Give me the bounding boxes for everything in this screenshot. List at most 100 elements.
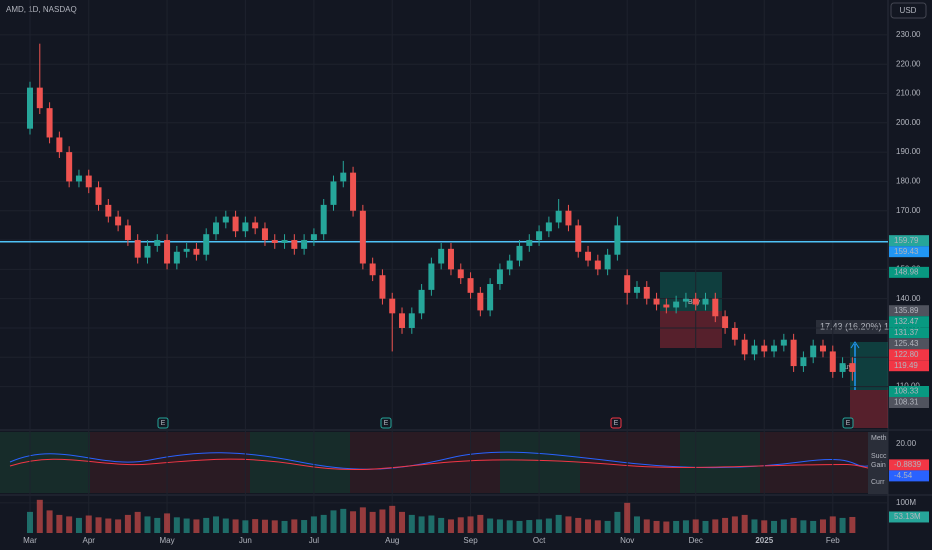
volume-bar xyxy=(643,519,650,533)
volume-bar xyxy=(771,520,778,533)
y-tick-label: 190.00 xyxy=(896,147,921,156)
indicator-shading xyxy=(0,432,868,493)
candle-body xyxy=(702,298,709,305)
candle-body xyxy=(692,298,699,305)
volume-bar xyxy=(46,510,53,533)
volume-bar xyxy=(213,516,220,533)
price-tag-label: 131.37 xyxy=(894,328,919,337)
candle-body xyxy=(545,222,552,232)
volume-bar xyxy=(555,514,562,533)
candle-body xyxy=(340,172,347,182)
candle-body xyxy=(467,278,474,293)
earnings-marker xyxy=(157,417,169,429)
legend-panel xyxy=(868,432,888,494)
candle-body xyxy=(379,275,386,299)
candle-body xyxy=(819,345,826,352)
volume-bar xyxy=(56,514,63,533)
candle-body xyxy=(780,339,787,346)
currency-button[interactable] xyxy=(890,2,927,19)
volume-bar xyxy=(350,511,357,533)
price-tag xyxy=(889,305,929,317)
price-tag-label: 108.33 xyxy=(894,387,919,396)
candle-body xyxy=(144,245,151,258)
candle-body xyxy=(232,216,239,232)
volume-bar xyxy=(359,507,366,533)
candle-body xyxy=(173,251,180,264)
price-tag-label: 122.80 xyxy=(894,350,919,359)
volume-bar xyxy=(447,519,454,533)
candle-body xyxy=(95,187,102,205)
candle-body xyxy=(663,304,670,308)
volume-bar xyxy=(252,519,259,533)
candle-body xyxy=(242,222,249,232)
volume-bar xyxy=(712,519,719,533)
volume-bar xyxy=(399,511,406,533)
y-tick-label: 230.00 xyxy=(896,30,921,39)
candle-body xyxy=(526,240,533,246)
price-tag-label: 159.43 xyxy=(894,247,919,256)
candle-body xyxy=(399,313,406,328)
volume-bar xyxy=(144,516,151,533)
candle-body xyxy=(408,313,415,328)
candle-body xyxy=(134,240,141,258)
y-tick-label: 220.00 xyxy=(896,59,921,68)
volume-bar xyxy=(604,520,611,533)
candle-body xyxy=(477,292,484,311)
candle-body xyxy=(56,137,63,153)
volume-bar xyxy=(741,514,748,533)
volume-bar xyxy=(516,520,523,533)
candle-body xyxy=(36,87,43,109)
volume-bar xyxy=(428,515,435,533)
earnings-marker xyxy=(842,417,854,429)
price-tag xyxy=(889,235,929,247)
candle-body xyxy=(105,204,112,217)
candle-body xyxy=(271,240,278,243)
candle-body xyxy=(594,260,601,270)
candle-body xyxy=(555,210,562,223)
volume-bar xyxy=(222,518,229,533)
candle-body xyxy=(389,298,396,314)
target-zone xyxy=(660,272,722,311)
legend-label: Gain xyxy=(871,462,886,469)
candle-body xyxy=(203,234,210,255)
volume-bar xyxy=(682,520,689,533)
volume-bar xyxy=(780,519,787,533)
volume-bar xyxy=(496,519,503,533)
volume-bar xyxy=(203,517,210,533)
x-tick-label: Aug xyxy=(385,536,399,545)
indicator-line xyxy=(9,458,869,471)
volume-bar xyxy=(75,517,82,533)
volume-bar xyxy=(438,517,445,533)
x-tick-label: May xyxy=(159,536,174,545)
target-zone xyxy=(850,342,888,390)
volume-bar xyxy=(95,517,102,533)
candle-body xyxy=(85,175,92,188)
price-tag-label: 119.49 xyxy=(894,361,918,370)
volume-bar xyxy=(330,510,337,533)
volume-bar xyxy=(467,516,474,533)
candle-body xyxy=(673,301,680,308)
volume-bar xyxy=(340,508,347,533)
x-tick-label: Jun xyxy=(239,536,252,545)
candle-body xyxy=(359,210,366,264)
volume-bar xyxy=(692,519,699,533)
y-tick-label: 200.00 xyxy=(896,118,921,127)
volume-bar xyxy=(301,520,308,533)
price-tag xyxy=(889,338,929,350)
volume-bar xyxy=(839,517,846,533)
candle-body xyxy=(849,363,856,372)
price-tag xyxy=(889,360,929,372)
indicator-tag-label: -4.54 xyxy=(894,471,913,480)
candle-body xyxy=(633,286,640,293)
volume-bar xyxy=(183,518,190,533)
volume-bar xyxy=(154,517,161,533)
candle-body xyxy=(741,339,748,355)
price-tag-label: 132.47 xyxy=(894,317,919,326)
x-tick-label: 2025 xyxy=(755,536,773,545)
volume-tag-label: 53.13M xyxy=(894,512,921,521)
candle-body xyxy=(261,228,268,241)
x-tick-label: Feb xyxy=(826,536,840,545)
candle-body xyxy=(124,225,131,241)
indicator-tag-label: -0.8839 xyxy=(894,460,922,469)
candle-body xyxy=(213,222,220,235)
